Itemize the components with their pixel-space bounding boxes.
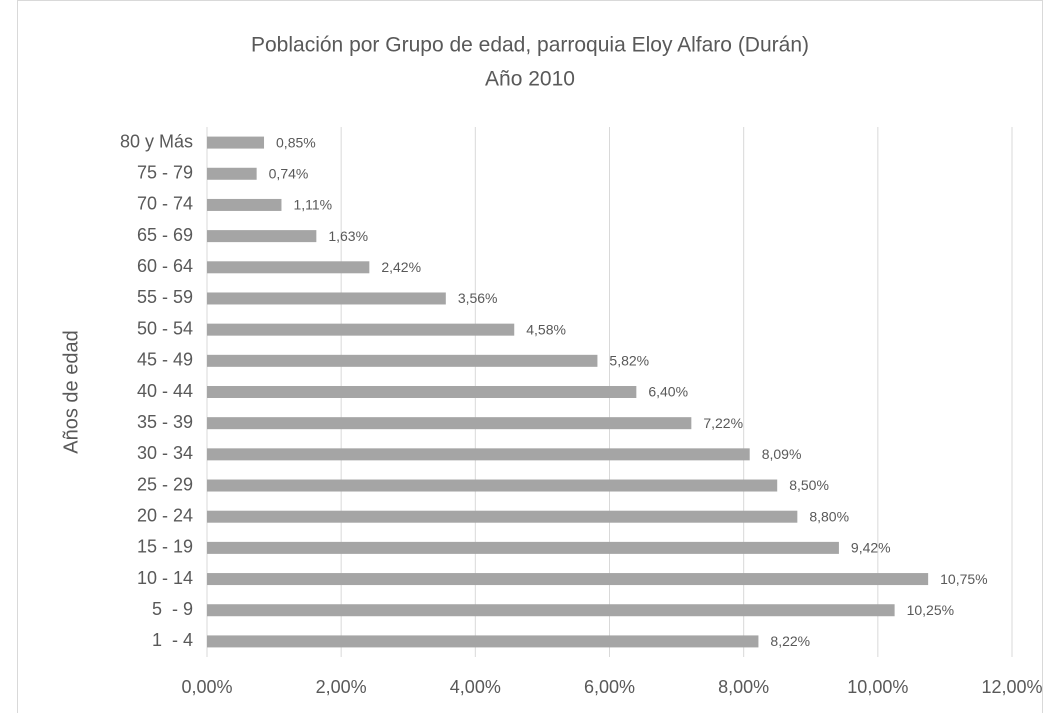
data-label: 0,85% xyxy=(276,134,316,150)
y-tick-label: 70 - 74 xyxy=(137,194,193,214)
y-tick-label: 20 - 24 xyxy=(137,505,193,525)
x-tick-label: 8,00% xyxy=(718,677,769,697)
y-tick-label: 1 - 4 xyxy=(152,630,193,650)
y-tick-label: 45 - 49 xyxy=(137,350,193,370)
bar xyxy=(207,136,265,149)
data-label: 8,80% xyxy=(809,508,849,524)
y-tick-label: 55 - 59 xyxy=(137,287,193,307)
bar xyxy=(207,604,895,617)
bar xyxy=(207,479,778,492)
y-tick-label: 10 - 14 xyxy=(137,568,193,588)
y-tick-label: 65 - 69 xyxy=(137,225,193,245)
data-label: 10,75% xyxy=(940,571,987,587)
bar xyxy=(207,261,370,274)
bar xyxy=(207,167,257,180)
y-tick-label: 5 - 9 xyxy=(152,599,193,619)
data-label: 8,22% xyxy=(770,633,810,649)
x-tick-label: 2,00% xyxy=(316,677,367,697)
bar xyxy=(207,354,598,367)
data-label: 8,50% xyxy=(789,477,829,493)
y-tick-label: 30 - 34 xyxy=(137,443,193,463)
data-label: 7,22% xyxy=(703,415,743,431)
x-tick-label: 0,00% xyxy=(181,677,232,697)
bar xyxy=(207,635,759,648)
data-label: 1,63% xyxy=(328,228,368,244)
bar xyxy=(207,541,839,554)
bar xyxy=(207,573,929,586)
x-tick-label: 10,00% xyxy=(847,677,908,697)
data-label: 3,56% xyxy=(458,290,498,306)
bar xyxy=(207,292,446,305)
y-tick-label: 80 y Más xyxy=(120,131,193,151)
data-label: 2,42% xyxy=(381,259,421,275)
data-label: 0,74% xyxy=(269,165,309,181)
y-axis-label: Años de edad xyxy=(60,330,82,453)
y-tick-label: 75 - 79 xyxy=(137,163,193,183)
x-tick-label: 4,00% xyxy=(450,677,501,697)
data-label: 9,42% xyxy=(851,540,891,556)
bar xyxy=(207,448,750,461)
y-tick-label: 60 - 64 xyxy=(137,256,193,276)
data-label: 6,40% xyxy=(648,384,688,400)
bar xyxy=(207,510,798,523)
data-label: 5,82% xyxy=(609,353,649,369)
chart-subtitle: Año 2010 xyxy=(485,68,575,91)
y-tick-label: 25 - 29 xyxy=(137,474,193,494)
y-tick-label: 35 - 39 xyxy=(137,412,193,432)
bar xyxy=(207,230,317,243)
bar xyxy=(207,386,637,398)
y-tick-label: 15 - 19 xyxy=(137,537,193,557)
data-label: 1,11% xyxy=(293,197,332,213)
data-label: 10,25% xyxy=(907,602,954,618)
bar xyxy=(207,323,515,336)
data-label: 4,58% xyxy=(526,321,566,337)
bar xyxy=(207,417,692,430)
chart-title: Población por Grupo de edad, parroquia E… xyxy=(251,34,809,57)
data-label: 8,09% xyxy=(762,446,802,462)
x-tick-label: 12,00% xyxy=(981,677,1042,697)
y-tick-label: 50 - 54 xyxy=(137,318,193,338)
x-tick-label: 6,00% xyxy=(584,677,635,697)
bar xyxy=(207,198,282,211)
y-tick-label: 40 - 44 xyxy=(137,381,193,401)
